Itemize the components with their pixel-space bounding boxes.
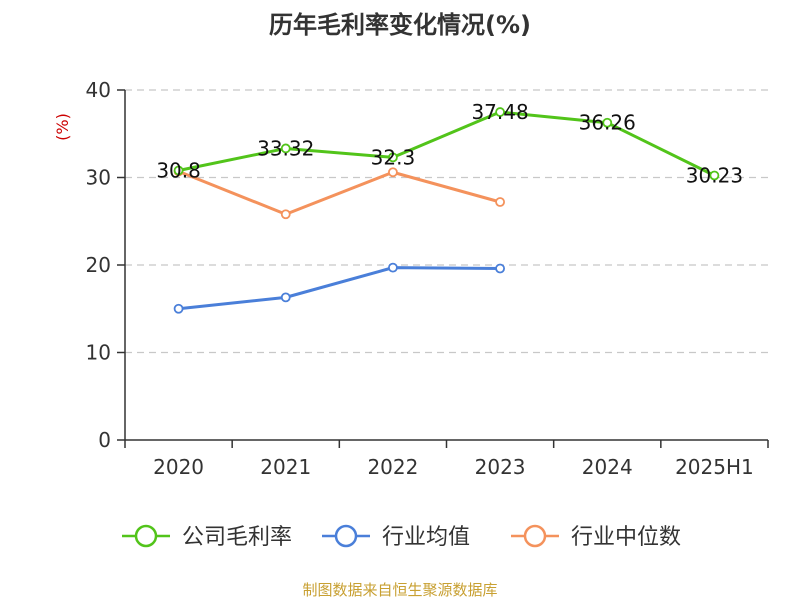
- data-label: 37.48: [471, 100, 528, 124]
- data-point[interactable]: [495, 197, 505, 207]
- data-point[interactable]: [495, 263, 505, 274]
- data-point[interactable]: [173, 303, 184, 314]
- chart-title: 历年毛利率变化情况(%): [269, 11, 531, 39]
- legend-marker: [523, 524, 547, 548]
- y-tick-label: 40: [86, 78, 111, 102]
- data-point[interactable]: [388, 262, 398, 273]
- data-point[interactable]: [602, 117, 613, 128]
- legend-marker: [334, 524, 358, 548]
- series-1: [173, 262, 505, 314]
- x-tick-label: 2020: [153, 455, 204, 479]
- x-axis-ticks: 2020 2021 2022 2023 2024 2025H1: [124, 440, 769, 479]
- gridlines: [125, 89, 768, 354]
- data-point[interactable]: [388, 167, 398, 178]
- data-labels: 30.8 33.32 32.3 37.48 36.26 30.23: [156, 100, 743, 187]
- y-axis-ticks: 0 10 20 30 40: [86, 78, 125, 452]
- data-point[interactable]: [495, 107, 505, 117]
- series-group: [173, 107, 720, 314]
- data-point[interactable]: [280, 292, 291, 303]
- y-axis-label: (%): [53, 113, 72, 141]
- y-tick-label: 30: [86, 166, 111, 190]
- data-label: 36.26: [579, 111, 636, 135]
- legend-item-1[interactable]: 行业均值: [322, 524, 470, 550]
- data-label: 30.8: [156, 159, 201, 183]
- legend-item-2[interactable]: 行业中位数: [511, 524, 681, 550]
- y-tick-label: 0: [98, 428, 111, 452]
- x-tick-label: 2024: [582, 455, 633, 479]
- data-point[interactable]: [280, 143, 291, 154]
- x-tick-label: 2023: [475, 455, 526, 479]
- data-point[interactable]: [173, 165, 184, 176]
- y-tick-label: 10: [86, 341, 111, 365]
- data-point[interactable]: [388, 152, 398, 163]
- series-line: [178, 266, 501, 311]
- x-tick-label: 2021: [260, 455, 311, 479]
- legend-marker: [134, 524, 158, 548]
- legend[interactable]: 公司毛利率 行业均值 行业中位数: [122, 524, 681, 550]
- x-tick-label: 2025H1: [675, 455, 754, 479]
- legend-label: 行业中位数: [571, 525, 681, 550]
- data-point[interactable]: [280, 209, 291, 220]
- series-2: [173, 166, 505, 220]
- data-label: 32.3: [371, 145, 416, 169]
- series-0: [173, 107, 720, 181]
- series-line: [178, 169, 501, 216]
- legend-item-0[interactable]: 公司毛利率: [122, 524, 292, 550]
- legend-label: 公司毛利率: [182, 525, 292, 550]
- data-point[interactable]: [709, 170, 720, 181]
- y-tick-label: 20: [86, 253, 111, 277]
- data-label: 33.32: [257, 136, 314, 160]
- x-tick-label: 2022: [367, 455, 418, 479]
- data-label: 30.23: [686, 163, 743, 187]
- series-line: [178, 110, 716, 177]
- legend-label: 行业均值: [382, 525, 470, 550]
- source-note: 制图数据来自恒生聚源数据库: [302, 581, 497, 599]
